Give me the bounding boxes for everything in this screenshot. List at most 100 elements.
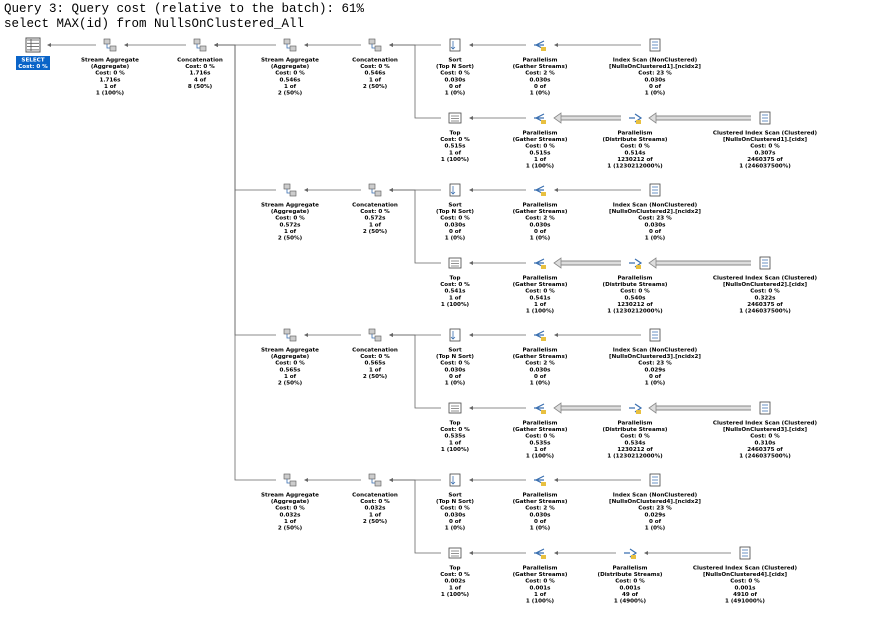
node-text: 0.030s	[529, 367, 551, 373]
icon-part	[541, 337, 546, 341]
node-text: 0.001s	[619, 585, 641, 591]
node-text: SELECT	[21, 58, 44, 64]
node-text: 0.515s	[444, 144, 466, 150]
icon-part	[106, 44, 110, 49]
node-text: Cost: 2 %	[525, 216, 555, 222]
arrow-head	[304, 43, 308, 47]
arrow-head	[554, 551, 558, 555]
node-icon	[532, 545, 548, 561]
node-icon	[367, 472, 383, 488]
icon-part	[286, 479, 290, 484]
node-text: 0.030s	[644, 222, 666, 228]
node-text: (Aggregate)	[271, 64, 310, 70]
node-text: 0.030s	[444, 77, 466, 83]
node-text: 1 of	[449, 585, 462, 591]
arrow-head	[553, 402, 562, 414]
node-text: Parallelism	[523, 493, 558, 499]
node-text: Cost: 0 %	[360, 209, 390, 215]
node-text: Cost: 0 %	[440, 572, 470, 578]
node-text: 0.032s	[364, 506, 386, 512]
node-text: 1 of	[449, 150, 462, 156]
query-text: select MAX(id) from NullsOnClustered_All	[4, 17, 305, 31]
node-text: 2 (50%)	[363, 84, 388, 90]
node-text: (Gather Streams)	[513, 427, 568, 433]
icon-part	[541, 192, 546, 196]
icon-part	[199, 45, 207, 52]
node-icon	[532, 182, 548, 198]
node-text: 0 of	[449, 229, 462, 235]
icon-part	[762, 404, 768, 412]
node-text: 1 (0%)	[645, 381, 666, 387]
node-text: Cost: 0 %	[615, 579, 645, 585]
icon-part	[450, 476, 456, 485]
node-text: 0 of	[649, 229, 662, 235]
node-text: 0 of	[534, 84, 547, 90]
node-text: Cost: 0 %	[730, 579, 760, 585]
node-icon	[367, 37, 383, 53]
node-text: 1 (1230212000%)	[607, 454, 663, 460]
edge	[217, 44, 276, 481]
node-text: 1 (491000%)	[725, 599, 765, 605]
icon-part	[449, 183, 461, 197]
icon-part	[450, 331, 456, 340]
node-text: 0.534s	[624, 440, 646, 446]
node-icon	[102, 37, 118, 53]
node-text: 0.029s	[644, 512, 666, 518]
node-text: Cost: 23 %	[638, 71, 672, 77]
node-text: Stream Aggregate	[81, 58, 139, 64]
node-icon	[447, 327, 463, 343]
node-icon	[447, 400, 463, 416]
icon-part	[449, 328, 461, 342]
node-text: 0.030s	[529, 222, 551, 228]
node-text: Index Scan (NonClustered)	[613, 348, 698, 354]
icon-part	[374, 480, 382, 487]
arrow-head	[124, 43, 128, 47]
icon-part	[286, 189, 290, 194]
node-text: 0 of	[649, 374, 662, 380]
node-text: [NullsOnClustered2].[cidx]	[723, 282, 807, 288]
icon-part	[762, 114, 768, 122]
node-text: 1 (100%)	[96, 91, 125, 97]
icon-part	[541, 410, 546, 414]
node-text: Index Scan (NonClustered)	[613, 203, 698, 209]
icon-part	[742, 549, 748, 557]
node-text: (Distribute Streams)	[598, 572, 663, 578]
node-text: 0.030s	[444, 512, 466, 518]
node-text: (Aggregate)	[271, 209, 310, 215]
arrow-head	[648, 257, 657, 269]
node-text: 1 of	[369, 512, 382, 518]
arrow-head	[554, 478, 558, 482]
icon-part	[371, 189, 375, 194]
node-text: 4910 of	[733, 592, 757, 598]
node-text: Cost: 0 %	[750, 434, 780, 440]
node-text: Cost: 2 %	[525, 71, 555, 77]
node-text: Cost: 0 %	[360, 64, 390, 70]
node-text: 1 (0%)	[530, 526, 551, 532]
node-text: 0.540s	[624, 295, 646, 301]
node-text: 1 of	[534, 592, 547, 598]
icon-part	[541, 555, 546, 559]
node-icon	[192, 37, 208, 53]
node-icon	[447, 182, 463, 198]
node-icon	[447, 545, 463, 561]
icon-part	[448, 257, 462, 269]
node-icon	[25, 37, 41, 53]
node-text: 1230212 of	[617, 157, 653, 163]
icon-part	[283, 328, 291, 335]
node-text: Cost: 0 %	[275, 216, 305, 222]
node-text: 0 of	[649, 84, 662, 90]
arrow-head	[47, 43, 51, 47]
node-icon	[532, 255, 548, 271]
node-text: 1 of	[369, 222, 382, 228]
node-text: Parallelism	[613, 566, 648, 572]
node-text: Cost: 0 %	[275, 361, 305, 367]
node-icon	[367, 327, 383, 343]
icon-part	[652, 186, 658, 194]
node-text: 1 of	[449, 440, 462, 446]
node-icon	[282, 37, 298, 53]
node-text: Parallelism	[618, 131, 653, 137]
arrow-head	[469, 188, 473, 192]
node-text: 0.310s	[754, 440, 776, 446]
node-text: 2 (50%)	[278, 526, 303, 532]
